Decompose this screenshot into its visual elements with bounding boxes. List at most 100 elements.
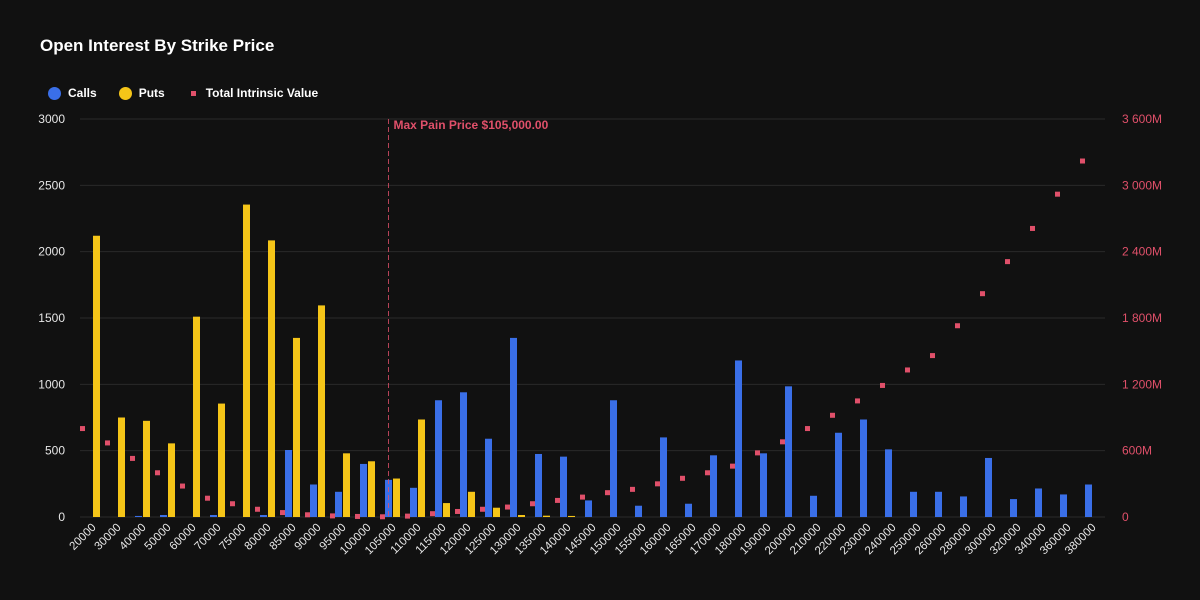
bar-calls: [585, 500, 592, 517]
bar-puts: [343, 453, 350, 517]
bar-calls: [510, 337, 517, 517]
bar-calls: [735, 360, 742, 517]
bar-calls: [910, 491, 917, 517]
bar-puts: [318, 305, 325, 517]
point-intrinsic-value: [130, 455, 135, 461]
legend-label-intrinsic: Total Intrinsic Value: [205, 86, 319, 100]
bar-calls: [435, 400, 442, 517]
point-intrinsic-value: [1005, 259, 1010, 265]
y-right-tick-label: 600M: [1122, 444, 1152, 458]
x-tick-label: 20000: [68, 522, 99, 553]
bar-calls: [785, 386, 792, 517]
legend-label-puts: Puts: [138, 86, 165, 100]
bar-puts: [568, 515, 575, 517]
legend-swatch-intrinsic: [190, 90, 196, 96]
bar-calls: [710, 455, 717, 517]
point-intrinsic-value: [380, 514, 385, 520]
legend-item-calls[interactable]: Calls: [48, 86, 97, 100]
point-intrinsic-value: [155, 470, 160, 476]
point-intrinsic-value: [1080, 158, 1085, 164]
point-intrinsic-value: [755, 450, 760, 456]
point-intrinsic-value: [405, 513, 410, 519]
point-intrinsic-value: [355, 513, 360, 519]
x-tick-label: 80000: [243, 522, 274, 553]
bar-calls: [160, 515, 167, 517]
point-intrinsic-value: [330, 513, 335, 519]
max-pain-label: Max Pain Price $105,000.00: [394, 118, 549, 132]
point-intrinsic-value: [455, 508, 460, 514]
y-left-tick-label: 1000: [38, 377, 65, 391]
y-left-tick-label: 1500: [38, 311, 65, 325]
bar-calls: [410, 487, 417, 517]
bar-calls: [1060, 494, 1067, 517]
bar-calls: [460, 392, 467, 517]
y-left-tick-label: 500: [45, 444, 65, 458]
legend-swatch-puts: [118, 86, 132, 100]
bar-calls: [685, 503, 692, 517]
y-left-tick-label: 2000: [38, 245, 65, 259]
bar-calls: [1035, 488, 1042, 517]
bar-calls: [810, 495, 817, 517]
point-intrinsic-value: [105, 440, 110, 446]
point-intrinsic-value: [480, 506, 485, 512]
point-intrinsic-value: [930, 353, 935, 359]
point-intrinsic-value: [630, 486, 635, 492]
y-right-tick-label: 0: [1122, 510, 1129, 524]
bar-calls: [860, 419, 867, 517]
bar-calls: [1085, 484, 1092, 517]
chart-title: Open Interest By Strike Price: [40, 36, 275, 55]
point-intrinsic-value: [705, 470, 710, 476]
bar-calls: [760, 453, 767, 517]
x-tick-label: 40000: [118, 522, 149, 553]
bar-puts: [168, 443, 175, 517]
x-tick-label: 30000: [93, 522, 124, 553]
point-intrinsic-value: [605, 490, 610, 496]
y-right-tick-label: 3 600M: [1122, 112, 1162, 126]
bar-calls: [660, 437, 667, 517]
point-intrinsic-value: [505, 504, 510, 510]
point-intrinsic-value: [305, 512, 310, 518]
bar-puts: [143, 420, 150, 517]
legend-item-intrinsic[interactable]: Total Intrinsic Value: [187, 86, 318, 100]
bar-calls: [535, 453, 542, 517]
point-intrinsic-value: [230, 501, 235, 507]
point-intrinsic-value: [80, 426, 85, 432]
point-intrinsic-value: [880, 382, 885, 388]
y-right-tick-label: 2 400M: [1122, 245, 1162, 259]
x-tick-label: 75000: [218, 522, 249, 553]
bar-puts: [393, 478, 400, 517]
point-intrinsic-value: [530, 501, 535, 507]
point-intrinsic-value: [580, 494, 585, 500]
bar-puts: [268, 240, 275, 517]
x-tick-label: 70000: [193, 522, 224, 553]
bar-calls: [960, 496, 967, 517]
y-right-tick-label: 1 200M: [1122, 377, 1162, 391]
point-intrinsic-value: [855, 398, 860, 404]
point-intrinsic-value: [1055, 191, 1060, 197]
bar-puts: [468, 491, 475, 517]
bar-puts: [493, 507, 500, 517]
bar-puts: [193, 316, 200, 517]
bar-calls: [285, 450, 292, 517]
legend-swatch-calls: [48, 86, 61, 100]
bar-calls: [1010, 499, 1017, 517]
bar-calls: [310, 484, 317, 517]
y-left-tick-label: 3000: [38, 112, 65, 126]
bar-puts: [293, 337, 300, 517]
bar-calls: [135, 515, 142, 517]
bar-puts: [543, 515, 550, 517]
point-intrinsic-value: [730, 463, 735, 469]
point-intrinsic-value: [780, 439, 785, 445]
bar-puts: [93, 235, 100, 517]
point-intrinsic-value: [180, 483, 185, 489]
bar-calls: [935, 491, 942, 517]
legend-item-puts[interactable]: Puts: [118, 86, 165, 100]
x-tick-label: 85000: [268, 522, 299, 553]
bar-calls: [485, 438, 492, 517]
point-intrinsic-value: [980, 291, 985, 297]
x-tick-label: 50000: [143, 522, 174, 553]
x-tick-label: 60000: [168, 522, 199, 553]
bar-calls: [360, 463, 367, 517]
y-left-tick-label: 0: [58, 510, 65, 524]
